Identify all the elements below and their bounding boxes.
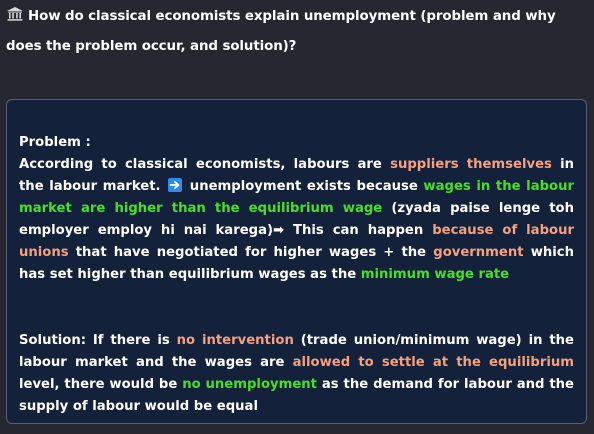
problem-text-1: According to classical economists, labou… [19,157,391,172]
solution-text-2: (trade union/minimum wage) in the labour… [19,333,575,370]
problem-text-7: which has set higher than equilibrium wa… [19,245,574,282]
solution-text-4: as the demand for labour and the supply … [19,377,574,414]
highlight-equilibrium: allowed to settle at the equilibrium [292,355,574,370]
question-text: How do classical economists explain unem… [6,9,556,54]
solution-paragraph: Solution: If there is no intervention (t… [19,330,574,418]
highlight-government: government [433,245,524,260]
bank-icon [6,4,24,21]
problem-text-6: that have negotiated for higher wages + … [68,245,434,260]
paragraph-gap [19,286,574,330]
highlight-minimum-wage: minimum wage rate [360,267,510,282]
problem-heading: Problem : [19,135,91,150]
problem-text-3: unemployment exists because [184,179,424,194]
solution-text-3: level, there would be [19,377,183,392]
question-header: How do classical economists explain unem… [6,2,592,62]
highlight-no-intervention: no intervention [176,333,294,348]
highlight-labour-unions: because of labour unions [19,223,574,260]
solution-text-1: Solution: If there is [19,333,177,348]
highlight-suppliers: suppliers themselves [390,157,552,172]
answer-card: Problem : According to classical economi… [6,99,587,424]
right-arrow-icon: ➡ [273,223,285,238]
highlight-wages-higher: wages in the labour market are higher th… [19,179,574,216]
problem-text-5: This can happen [284,223,433,238]
problem-paragraph: According to classical economists, labou… [19,154,574,286]
right-arrow-emoji-icon [168,178,183,192]
problem-text-4: (zyada paise lenge toh employer employ h… [19,201,574,238]
problem-text-2: in the labour market. [19,157,574,194]
highlight-no-unemployment: no unemployment [182,377,317,392]
